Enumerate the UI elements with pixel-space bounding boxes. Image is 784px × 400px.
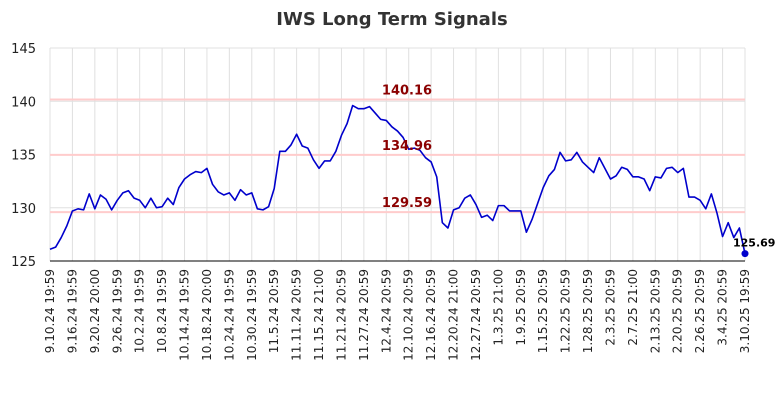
series [49,104,746,254]
x-tick-label: 2.20.25 20:59 [671,269,685,353]
x-tick-label: 9.20.24 20:00 [88,269,102,353]
x-tick-label: 10.14.24 19:59 [178,269,192,361]
x-tick-label: 10.8.24 19:59 [155,269,169,353]
last-value-label: 125.69 [733,237,775,250]
signal-label: 134.96 [382,139,432,154]
signal-lines [50,98,745,214]
y-tick-label: 130 [11,202,36,217]
series-line [49,104,746,254]
y-tick-label: 125 [11,255,36,270]
x-tick-label: 10.18.24 20:00 [200,269,214,361]
x-tick-label: 10.2.24 19:59 [133,269,147,353]
x-tick-label: 12.10.24 20:59 [402,269,416,361]
x-tick-label: 2.7.25 21:00 [626,269,640,346]
x-tick-label: 2.26.25 20:59 [693,269,707,353]
x-tick-label: 12.4.24 20:59 [379,269,393,353]
x-tick-label: 10.30.24 19:59 [245,269,259,361]
x-tick-label: 12.27.24 20:59 [469,269,483,361]
x-tick-label: 9.10.24 19:59 [43,269,57,353]
last-point-marker [741,250,749,258]
x-tick-label: 2.3.25 20:59 [603,269,617,346]
x-tick-label: 9.26.24 19:59 [110,269,124,353]
x-tick-label: 3.10.25 19:59 [738,269,752,353]
x-tick-label: 12.20.24 21:00 [447,269,461,361]
x-tick-label: 3.4.25 20:59 [716,269,730,346]
x-tick-label: 1.28.25 20:59 [581,269,595,353]
signal-labels: 140.16 134.96 129.59 [382,84,432,212]
y-tick-label: 135 [11,149,36,164]
y-tick-label: 145 [11,42,36,57]
last-point: 125.69 [733,237,775,258]
x-tick-label: 1.3.25 21:00 [491,269,505,346]
x-tick-label: 11.27.24 20:59 [357,269,371,361]
x-tick-label: 11.5.24 20:59 [267,269,281,353]
chart-title: IWS Long Term Signals [276,9,507,30]
x-tick-label: 11.15.24 21:00 [312,269,326,361]
x-tick-label: 1.9.25 20:59 [514,269,528,346]
x-tick-label: 11.21.24 20:59 [334,269,348,361]
x-tick-label: 1.15.25 20:59 [536,269,550,353]
x-tick-label: 9.16.24 19:59 [65,269,79,353]
x-tick-label: 12.16.24 20:59 [424,269,438,361]
signal-label: 129.59 [382,196,432,211]
x-tick-label: 2.13.25 20:59 [648,269,662,353]
x-tick-label: 11.11.24 20:59 [290,269,304,361]
x-tick-label: 10.24.24 19:59 [222,269,236,361]
signal-label: 140.16 [382,84,432,99]
x-tick-label: 1.22.25 20:59 [559,269,573,353]
x-axis: 9.10.24 19:59 9.16.24 19:59 9.20.24 20:00 9… [43,260,752,361]
y-tick-label: 140 [11,95,36,110]
y-axis: 125 130 135 140 145 [11,42,36,270]
